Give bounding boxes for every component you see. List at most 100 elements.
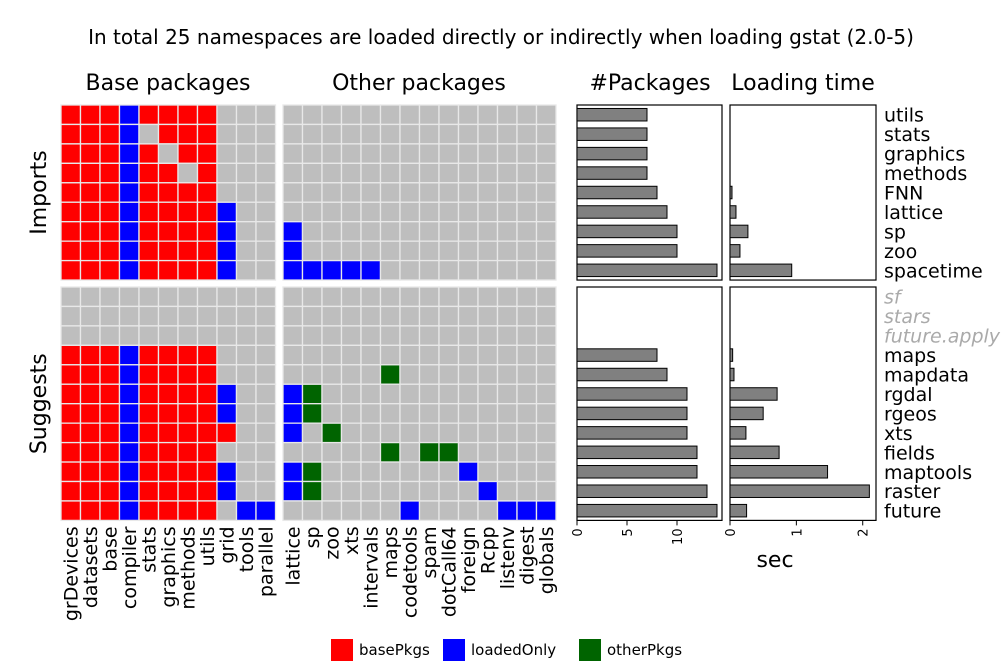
chart-labels: ImportsSuggestsutilsstatsgraphicsmethods… xyxy=(27,105,1001,621)
cell-lattice-rcpp xyxy=(477,201,499,223)
cell-stars-base xyxy=(99,305,121,327)
cell-fnn-xts xyxy=(340,182,362,203)
cell-raster-base xyxy=(99,480,121,502)
cell-rgeos-dotcall64 xyxy=(438,403,460,424)
cell-methods-digest xyxy=(516,162,538,184)
cell-graphics-xts xyxy=(340,143,362,164)
row-label-spacetime: spacetime xyxy=(884,260,983,282)
cell-methods-zoo xyxy=(321,162,343,184)
cell-raster-digest xyxy=(516,480,538,502)
cell-spacetime-base xyxy=(99,259,121,281)
row-label-raster: raster xyxy=(884,481,940,503)
row-label-sf: sf xyxy=(884,287,904,309)
cell-maps-compiler xyxy=(118,344,140,366)
cell-stars-lattice xyxy=(282,305,304,327)
cell-lattice-grdevices xyxy=(60,201,82,223)
cell-mapdata-graphics xyxy=(157,364,179,385)
cell-zoo-lattice xyxy=(282,240,304,262)
cell-stats-grdevices xyxy=(60,123,82,145)
cell-future-utils xyxy=(196,500,218,522)
cell-xts-base xyxy=(99,422,121,444)
cell-future-apply-grdevices xyxy=(60,325,82,346)
cell-sf-globals xyxy=(535,286,557,308)
cell-xts-zoo xyxy=(321,422,343,444)
cell-sp-intervals xyxy=(360,221,382,242)
cell-fnn-codetools xyxy=(399,182,421,203)
cell-rgeos-datasets xyxy=(79,403,101,424)
cell-stats-digest xyxy=(516,123,538,145)
cell-zoo-codetools xyxy=(399,240,421,262)
cell-raster-lattice xyxy=(282,480,304,502)
cell-stats-sp xyxy=(301,123,323,145)
col-label-base-tools: tools xyxy=(236,526,258,572)
cell-maps-tools xyxy=(235,344,257,366)
cell-rgdal-listenv xyxy=(496,383,518,405)
cell-lattice-datasets xyxy=(79,201,101,223)
row-label-future-apply: future.apply xyxy=(884,326,1001,348)
cell-maptools-foreign xyxy=(457,461,479,483)
row-label-xts: xts xyxy=(884,423,913,445)
cell-lattice-graphics xyxy=(157,201,179,223)
cell-sf-listenv xyxy=(496,286,518,308)
cell-fnn-datasets xyxy=(79,182,101,203)
cell-zoo-grid xyxy=(216,240,238,262)
cell-fields-rcpp xyxy=(477,441,499,463)
cell-maps-codetools xyxy=(399,344,421,366)
time-bar-maptools xyxy=(729,465,829,479)
cell-raster-rcpp xyxy=(477,480,499,502)
cell-mapdata-dotcall64 xyxy=(438,364,460,385)
cell-future-lattice xyxy=(282,500,304,522)
cell-raster-parallel xyxy=(255,480,277,502)
cell-maps-dotcall64 xyxy=(438,344,460,366)
row-label-future: future xyxy=(884,501,941,523)
npkgs-bar-mapdata xyxy=(576,367,668,382)
cell-future-codetools xyxy=(399,500,421,522)
cell-maptools-maps xyxy=(379,461,401,483)
col-label-other-sp: sp xyxy=(302,526,324,548)
cell-spacetime-spam xyxy=(418,259,440,281)
cell-rgeos-methods xyxy=(177,403,199,424)
cell-maptools-sp xyxy=(301,461,323,483)
cell-mapdata-zoo xyxy=(321,364,343,385)
cell-zoo-sp xyxy=(301,240,323,262)
cell-methods-stats xyxy=(138,162,160,184)
cell-stats-codetools xyxy=(399,123,421,145)
time-bar-zoo xyxy=(729,244,741,258)
cell-sf-dotcall64 xyxy=(438,286,460,308)
cell-fields-listenv xyxy=(496,441,518,463)
cell-stars-rcpp xyxy=(477,305,499,327)
cell-zoo-dotcall64 xyxy=(438,240,460,262)
cell-xts-intervals xyxy=(360,422,382,444)
cell-utils-maps xyxy=(379,104,401,126)
cell-xts-globals xyxy=(535,422,557,444)
cell-rgeos-foreign xyxy=(457,403,479,424)
cell-rgdal-digest xyxy=(516,383,538,405)
cell-lattice-lattice xyxy=(282,201,304,223)
cell-maps-stats xyxy=(138,344,160,366)
cell-rgeos-intervals xyxy=(360,403,382,424)
row-label-fnn: FNN xyxy=(884,183,923,205)
cell-methods-listenv xyxy=(496,162,518,184)
cell-fnn-globals xyxy=(535,182,557,203)
row-label-maptools: maptools xyxy=(884,462,972,484)
time-frame-suggests xyxy=(729,286,877,521)
cell-graphics-zoo xyxy=(321,143,343,164)
cell-methods-spam xyxy=(418,162,440,184)
cell-methods-base xyxy=(99,162,121,184)
npkgs-bar-raster xyxy=(576,484,708,498)
cell-fnn-digest xyxy=(516,182,538,203)
group-label-imports: Imports xyxy=(27,150,52,234)
cell-rgdal-maps xyxy=(379,383,401,405)
cell-spacetime-globals xyxy=(535,259,557,281)
cell-sp-digest xyxy=(516,221,538,242)
cell-rgeos-grid xyxy=(216,403,238,424)
cell-sf-sp xyxy=(301,286,323,308)
cell-stars-xts xyxy=(340,305,362,327)
cell-stats-tools xyxy=(235,123,257,145)
cell-graphics-codetools xyxy=(399,143,421,164)
cell-mapdata-base xyxy=(99,364,121,385)
cell-utils-digest xyxy=(516,104,538,126)
cell-fnn-foreign xyxy=(457,182,479,203)
cell-mapdata-xts xyxy=(340,364,362,385)
cell-mapdata-grdevices xyxy=(60,364,82,385)
